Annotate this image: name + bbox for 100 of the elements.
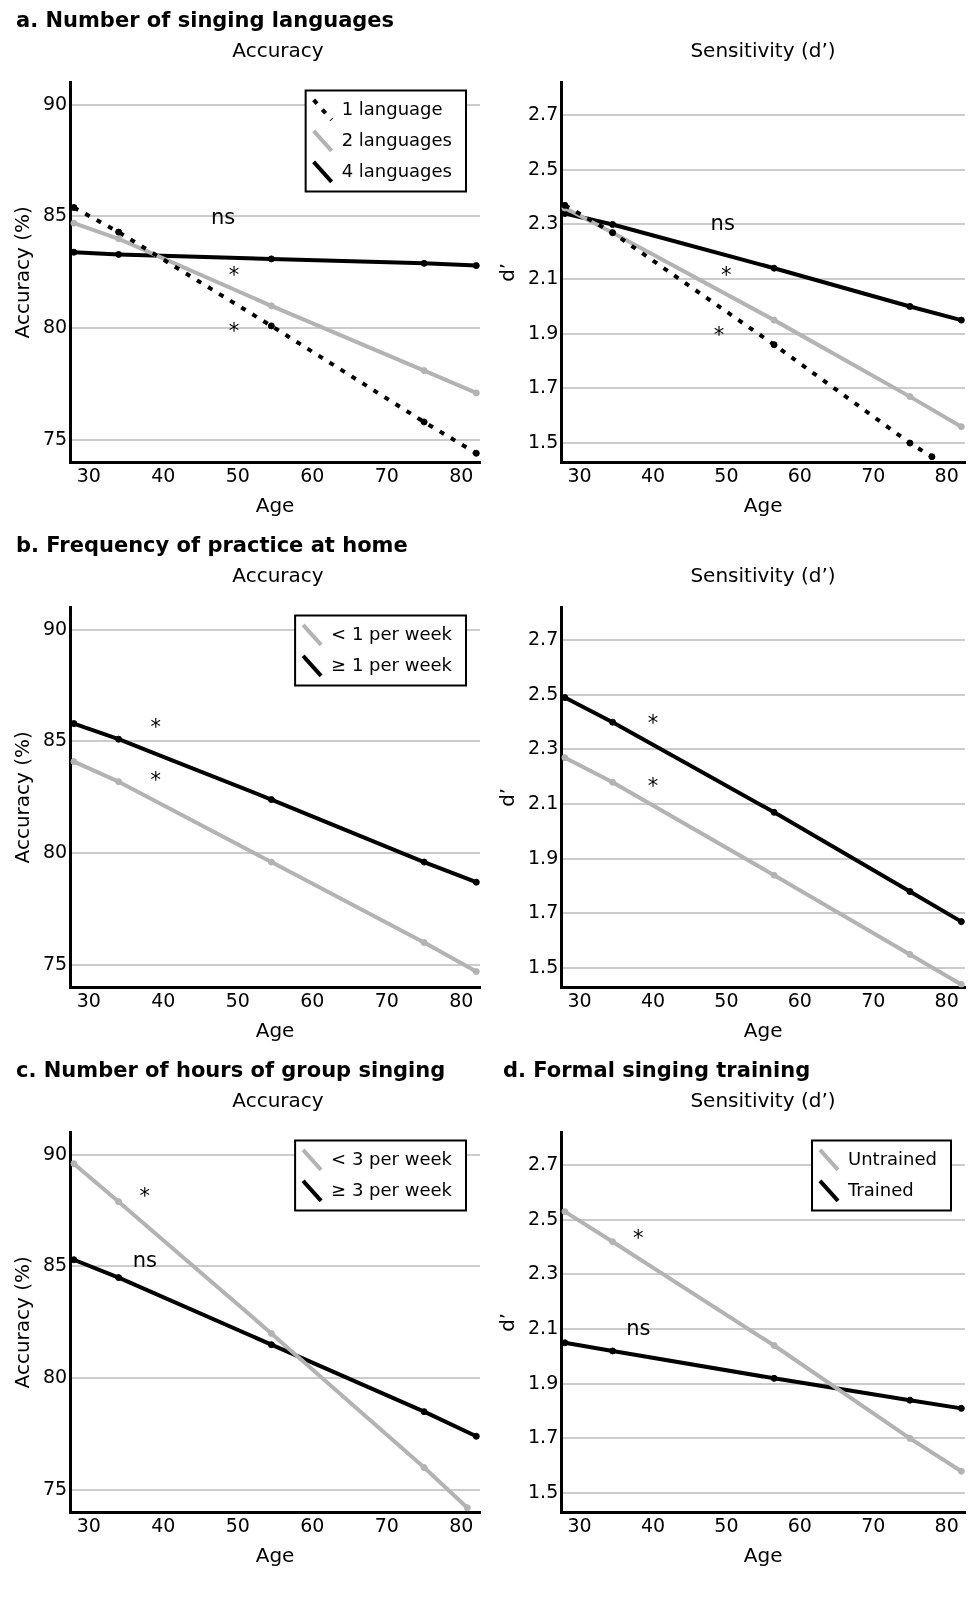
annotation: ns xyxy=(710,210,735,235)
point xyxy=(115,1274,123,1282)
y-tick-label: 80 xyxy=(42,840,68,863)
chart-title: a. Number of singing languages xyxy=(15,8,396,34)
annotation: ns xyxy=(210,205,236,230)
legend-label: Trained xyxy=(847,1178,914,1200)
point xyxy=(472,1432,480,1440)
x-tick-label: 50 xyxy=(714,988,739,1011)
point xyxy=(770,264,778,272)
annotation: ns xyxy=(132,1248,157,1273)
point xyxy=(463,1504,471,1512)
x-tick-label: 60 xyxy=(300,463,325,486)
point xyxy=(957,980,965,988)
point xyxy=(420,939,428,947)
y-tick-label: 1.7 xyxy=(528,1425,559,1448)
x-tick-label: 50 xyxy=(714,463,739,486)
annotation: * xyxy=(721,262,732,287)
x-tick-label: 60 xyxy=(787,1513,812,1536)
legend-label: 2 languages xyxy=(341,128,452,150)
y-axis-title: Accuracy (%) xyxy=(10,731,35,864)
x-tick-label: 60 xyxy=(787,463,812,486)
point xyxy=(115,735,123,743)
annotation: * xyxy=(228,319,240,344)
x-tick-label: 40 xyxy=(640,463,666,486)
y-tick-label: 85 xyxy=(42,728,68,751)
point xyxy=(609,220,617,228)
annotation: * xyxy=(633,1225,644,1250)
x-tick-label: 70 xyxy=(374,1513,399,1536)
point xyxy=(420,1408,428,1416)
point xyxy=(906,302,914,310)
point xyxy=(957,1404,965,1412)
x-tick-label: 60 xyxy=(787,988,812,1011)
y-tick-label: 1.7 xyxy=(528,375,559,398)
point xyxy=(420,858,428,866)
chart-title: d. Formal singing training xyxy=(502,1058,812,1084)
point xyxy=(70,219,78,227)
y-tick-label: 2.3 xyxy=(528,211,559,234)
y-tick-label: 2.1 xyxy=(528,266,559,289)
y-tick-label: 85 xyxy=(42,1253,68,1276)
annotation: * xyxy=(150,714,162,739)
legend-label: Untrained xyxy=(848,1147,937,1169)
point xyxy=(906,439,914,447)
x-tick-label: 80 xyxy=(934,988,959,1011)
x-tick-label: 70 xyxy=(861,463,886,486)
x-tick-label: 30 xyxy=(567,1513,592,1536)
x-tick-label: 70 xyxy=(374,988,399,1011)
x-tick-label: 70 xyxy=(861,988,886,1011)
point xyxy=(267,1341,275,1349)
point xyxy=(906,1396,914,1404)
y-tick-label: 2.1 xyxy=(528,791,559,814)
y-tick-label: 2.3 xyxy=(528,1261,559,1284)
legend-label: 1 language xyxy=(341,97,443,119)
point xyxy=(267,1329,275,1337)
y-tick-label: 2.7 xyxy=(528,102,559,125)
x-tick-label: 80 xyxy=(449,463,474,486)
point xyxy=(770,1342,778,1350)
point xyxy=(420,418,428,426)
y-tick-label: 75 xyxy=(42,426,68,449)
x-tick-label: 80 xyxy=(449,1513,474,1536)
y-tick-label: 1.9 xyxy=(528,845,559,868)
point xyxy=(267,322,275,330)
point xyxy=(957,1467,965,1475)
x-tick-label: 80 xyxy=(934,1513,959,1536)
point xyxy=(957,423,965,431)
y-tick-label: 90 xyxy=(42,616,68,639)
x-tick-label: 40 xyxy=(640,988,666,1011)
point xyxy=(770,808,778,816)
chart-subtitle: Accuracy xyxy=(231,38,325,64)
y-tick-label: 75 xyxy=(42,1476,68,1499)
x-tick-label: 50 xyxy=(225,1513,250,1536)
x-tick-label: 50 xyxy=(225,463,250,486)
x-tick-label: 40 xyxy=(640,1513,666,1536)
chart-subtitle: Sensitivity (d’) xyxy=(689,38,837,64)
x-tick-label: 30 xyxy=(76,1513,101,1536)
point xyxy=(70,1160,78,1168)
x-tick-label: 30 xyxy=(76,463,101,486)
x-tick-label: 40 xyxy=(151,988,176,1011)
legend-label: ≥ 1 per week xyxy=(331,653,453,675)
point xyxy=(472,878,480,886)
point xyxy=(472,968,480,976)
legend-label: ≥ 3 per week xyxy=(331,1178,453,1200)
point xyxy=(472,262,480,270)
y-axis-title: d’ xyxy=(495,262,520,282)
y-tick-label: 1.5 xyxy=(528,430,559,453)
y-tick-label: 2.5 xyxy=(528,1206,559,1229)
annotation: * xyxy=(647,774,659,799)
point xyxy=(267,858,275,866)
annotation: * xyxy=(139,1183,151,1208)
y-axis-title: Accuracy (%) xyxy=(10,206,35,339)
x-tick-label: 80 xyxy=(449,988,474,1011)
point xyxy=(906,1434,914,1442)
y-tick-label: 1.7 xyxy=(528,900,559,923)
point xyxy=(70,758,78,766)
x-tick-label: 50 xyxy=(714,1513,739,1536)
x-axis-title: Age xyxy=(255,1543,295,1568)
annotation: ns xyxy=(626,1315,651,1340)
y-tick-label: 2.7 xyxy=(528,627,559,650)
point xyxy=(267,255,275,263)
y-tick-label: 90 xyxy=(42,1141,68,1164)
y-tick-label: 85 xyxy=(42,203,68,226)
